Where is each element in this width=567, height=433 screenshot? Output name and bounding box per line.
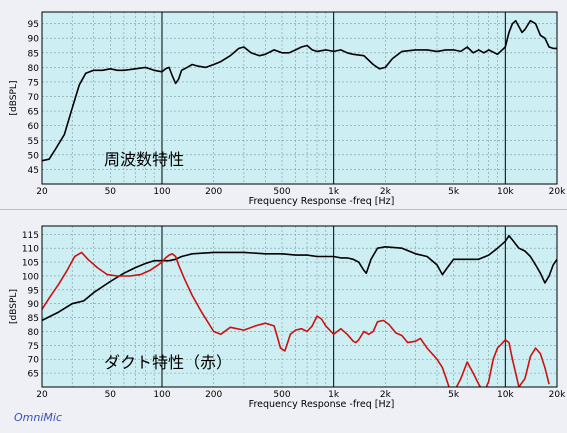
y-tick-label: 45 [28,166,39,176]
x-tick-label: 2k [380,187,392,197]
y-tick-label: 80 [28,64,40,74]
x-tick-label: 20 [36,390,48,400]
brand-label: OmniMic [14,411,62,424]
x-axis-label: Frequency Response -freq [Hz] [249,196,395,207]
x-tick-label: 100 [153,390,170,400]
y-tick-label: 85 [28,49,39,59]
y-tick-label: 65 [28,108,39,118]
x-tick-label: 500 [273,187,290,197]
y-tick-label: 55 [28,137,39,147]
x-tick-label: 10k [497,390,514,400]
y-tick-label: 110 [22,245,39,255]
series-line-2 [42,251,550,387]
y-tick-label: 90 [28,300,40,310]
x-axis-label: Frequency Response -freq [Hz] [249,399,395,410]
series-line-1 [42,234,557,322]
x-tick-label: 10k [497,187,514,197]
plot-frame [41,11,558,185]
x-tick-label: 1k [328,390,340,400]
y-tick-label: 95 [28,286,39,296]
y-axis-label: [dBSPL] [9,289,19,324]
y-tick-label: 60 [28,122,40,132]
chart-panel-1: 45 50 55 60 65 70 75 80 85 90 95 20 50 100 200 500 1k 2k 5… [9,11,566,207]
y-tick-label: 105 [22,259,39,269]
y-tick-label: 90 [28,35,40,45]
grid [41,12,558,184]
series-line-1 [42,19,557,162]
x-tick-label: 5k [448,390,460,400]
x-tick-label: 200 [205,390,222,400]
x-tick-label: 200 [205,187,222,197]
y-tick-label: 95 [28,20,39,30]
chart-panel-2: 65 70 75 80 85 90 95 100 105 110 115 20 50 100 200 500 1… [9,225,566,410]
plot-frame [41,225,558,388]
x-tick-label: 1k [328,187,340,197]
y-tick-label: 65 [28,370,39,380]
x-tick-label: 50 [105,390,117,400]
plot-background [42,12,557,184]
grid [41,226,558,387]
y-tick-label: 75 [28,342,39,352]
x-tick-label: 20 [36,187,48,197]
x-tick-label: 2k [380,390,392,400]
panel-divider [0,209,567,210]
y-tick-label: 75 [28,78,39,88]
x-tick-label: 20k [549,390,566,400]
x-tick-label: 50 [105,187,117,197]
x-tick-label: 500 [273,390,290,400]
y-tick-label: 70 [28,356,40,366]
y-tick-label: 80 [28,328,40,338]
y-tick-label: 70 [28,93,40,103]
y-tick-label: 50 [28,151,40,161]
y-tick-label: 115 [22,231,39,241]
chart-annotation: 周波数特性 [104,150,184,169]
x-tick-label: 100 [153,187,170,197]
chart-annotation: ダクト特性（赤） [104,353,232,372]
y-tick-label: 85 [28,314,39,324]
x-tick-label: 5k [448,187,460,197]
plot-background [42,226,557,387]
y-axis-label: [dBSPL] [9,81,19,116]
x-tick-label: 20k [549,187,566,197]
y-tick-label: 100 [22,272,39,282]
